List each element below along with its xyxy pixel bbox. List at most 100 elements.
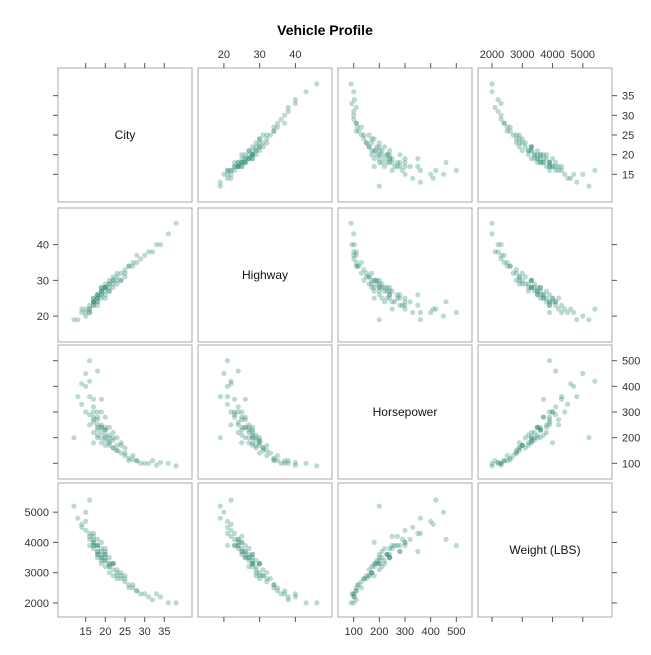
point-13-3-1 (235, 542, 241, 549)
point-50-2-1 (292, 459, 298, 466)
point-76-3-1 (271, 582, 277, 588)
point-10-3-1 (235, 542, 241, 549)
point-33-0-1 (260, 144, 266, 150)
point-44-3-1 (282, 588, 288, 594)
point-3-0-3 (571, 171, 577, 177)
point-31-1-0 (106, 281, 112, 287)
point-13-2-1 (235, 422, 241, 428)
point-1-2-3 (574, 394, 580, 400)
point-28-0-1 (249, 148, 256, 154)
point-52-1-2 (348, 220, 354, 226)
point-56-0-3 (553, 163, 559, 170)
point-7-3-1 (232, 536, 238, 543)
point-4-3-0 (83, 527, 89, 533)
point-20-1-2 (381, 288, 388, 294)
matrix-cell-2-0 (57, 344, 193, 480)
point-36-1-3 (513, 277, 519, 283)
point-0-2-1 (217, 435, 223, 441)
point-7-0-3 (553, 167, 559, 173)
point-73-0-2 (366, 144, 372, 150)
point-10-2-1 (235, 419, 241, 425)
point-32-0-3 (528, 144, 535, 150)
point-3-1-0 (83, 309, 89, 316)
point-28-3-2 (376, 561, 382, 567)
point-64-1-2 (371, 277, 377, 283)
point-27-3-0 (102, 558, 108, 564)
point-47-1-2 (351, 249, 357, 255)
point-29-0-3 (525, 148, 532, 154)
point-24-1-3 (534, 284, 541, 291)
point-33-2-0 (110, 445, 116, 451)
point-75-2-1 (260, 445, 266, 451)
point-10-0-3 (546, 163, 553, 170)
point-29-1-3 (525, 281, 532, 287)
point-8-1-0 (90, 302, 97, 308)
point-21-0-2 (389, 156, 395, 162)
point-35-1-3 (516, 274, 522, 280)
point-33-1-2 (366, 274, 372, 280)
point-2-3-0 (79, 524, 85, 530)
point-21-1-0 (98, 288, 104, 294)
point-2-3-1 (224, 524, 231, 530)
point-49-1-3 (498, 242, 504, 248)
point-53-2-3 (568, 381, 574, 387)
point-44-3-2 (353, 588, 359, 594)
point-38-3-1 (264, 579, 270, 585)
point-45-2-1 (278, 460, 284, 466)
left-tick-label: 3000 (25, 568, 49, 580)
point-19-0-3 (534, 156, 541, 162)
point-21-3-1 (246, 545, 252, 552)
point-48-2-3 (492, 458, 498, 464)
point-16-1-0 (94, 292, 101, 298)
point-30-3-2 (372, 561, 379, 567)
point-28-3-1 (249, 561, 256, 567)
right-tick-label: 200 (622, 433, 640, 445)
point-31-2-1 (253, 442, 259, 448)
point-49-2-1 (292, 462, 298, 468)
point-61-3-2 (387, 555, 393, 561)
point-32-0-1 (257, 144, 263, 150)
matrix-cell-3-2 (337, 482, 473, 618)
point-30-3-0 (106, 561, 112, 567)
point-2-2-3 (565, 401, 571, 407)
point-71-0-3 (546, 159, 553, 166)
point-48-2-0 (149, 458, 156, 464)
point-4-1-0 (83, 306, 89, 312)
point-1-0-1 (217, 179, 223, 185)
point-37-1-3 (519, 270, 525, 276)
point-5-3-2 (417, 530, 423, 537)
point-2-2-0 (79, 401, 85, 407)
point-48-2-1 (285, 458, 291, 464)
point-39-1-0 (122, 267, 128, 273)
point-33-3-1 (260, 567, 266, 573)
point-24-0-3 (534, 152, 541, 158)
point-57-1-3 (546, 292, 553, 298)
point-10-2-0 (90, 419, 97, 425)
point-29-2-1 (253, 432, 259, 438)
point-18-2-0 (98, 424, 104, 430)
point-65-3-1 (224, 542, 231, 549)
point-78-3-2 (379, 548, 385, 555)
point-2-3-2 (410, 524, 416, 530)
point-50-1-0 (157, 242, 163, 248)
point-28-2-1 (249, 435, 256, 441)
point-64-1-0 (118, 277, 124, 283)
point-45-0-2 (351, 116, 357, 122)
point-51-0-2 (351, 89, 357, 95)
point-50-3-0 (157, 594, 163, 600)
point-11-2-1 (239, 417, 245, 423)
point-65-0-1 (224, 167, 231, 173)
point-42-1-0 (130, 259, 136, 266)
matrix-cell-1-0 (57, 207, 193, 343)
point-45-0-3 (498, 116, 504, 122)
point-18-2-3 (534, 424, 541, 430)
point-32-3-1 (257, 561, 263, 567)
point-79-3-2 (397, 542, 403, 549)
point-25-0-3 (525, 152, 532, 158)
point-46-2-1 (282, 460, 288, 466)
point-44-0-2 (353, 120, 359, 126)
left-tick-label: 40 (37, 240, 49, 252)
point-marks (71, 81, 598, 606)
point-20-0-3 (531, 156, 538, 162)
point-75-1-3 (516, 274, 522, 280)
